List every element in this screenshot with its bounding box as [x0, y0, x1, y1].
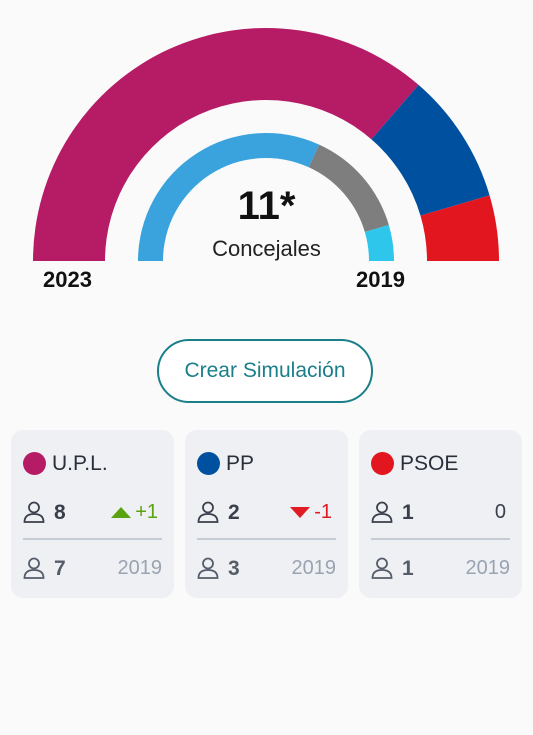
outer-ring-segment-upl — [33, 27, 419, 261]
arrow-up-icon — [111, 507, 132, 518]
seat-change: 0 — [495, 501, 506, 524]
party-name: PP — [226, 452, 255, 475]
seat-change-value: -1 — [314, 501, 332, 523]
previous-year: 2019 — [291, 557, 337, 579]
previous-seats: 3 — [228, 557, 240, 580]
party-color-dot — [371, 452, 394, 475]
current-year-label: 2023 — [43, 267, 92, 292]
previous-year: 2019 — [465, 557, 511, 579]
previous-seats: 7 — [54, 557, 66, 580]
total-councillors: 11* — [237, 184, 296, 228]
person-icon — [23, 501, 45, 523]
inner-ring-segment-pp — [308, 144, 389, 232]
seat-change-value: +1 — [135, 501, 158, 523]
current-seats: 8 — [54, 501, 66, 524]
divider — [197, 538, 336, 540]
person-icon — [371, 557, 393, 579]
current-seats: 2 — [228, 501, 240, 524]
inner-ring-segment-psoe — [364, 224, 394, 261]
seat-change: +1 — [111, 501, 158, 524]
person-icon — [197, 501, 219, 523]
seat-change-value: 0 — [494, 501, 506, 523]
divider — [371, 538, 510, 540]
inner-ring-segment-upl — [138, 132, 320, 261]
party-color-dot — [197, 452, 220, 475]
party-card-pp[interactable]: PP 2 -1 3 2019 — [185, 430, 348, 598]
previous-seats: 1 — [402, 557, 414, 580]
previous-year: 2019 — [117, 557, 163, 579]
previous-year-label: 2019 — [356, 267, 405, 292]
total-councillors-label: Concejales — [212, 236, 321, 261]
outer-ring-segment-psoe — [420, 195, 499, 261]
person-icon — [371, 501, 393, 523]
party-name: U.P.L. — [52, 452, 108, 475]
seat-distribution-chart — [33, 27, 499, 261]
party-card-upl[interactable]: U.P.L. 8 +1 7 2019 — [11, 430, 174, 598]
person-icon — [23, 557, 45, 579]
divider — [23, 538, 162, 540]
seat-change: -1 — [290, 501, 332, 524]
party-name: PSOE — [400, 452, 459, 475]
arrow-down-icon — [290, 507, 311, 518]
person-icon — [197, 557, 219, 579]
outer-ring-segment-pp — [371, 84, 490, 216]
party-card-psoe[interactable]: PSOE 1 0 1 2019 — [359, 430, 522, 598]
current-seats: 1 — [402, 501, 414, 524]
party-color-dot — [23, 452, 46, 475]
create-simulation-button[interactable]: Crear Simulación — [157, 339, 373, 403]
